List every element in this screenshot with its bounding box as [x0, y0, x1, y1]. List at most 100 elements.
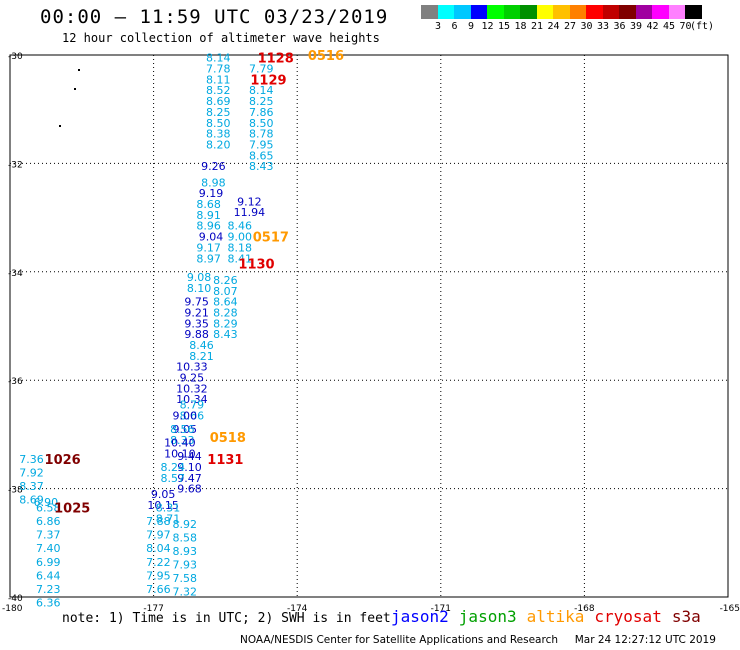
- wave-height-value: 8.91: [196, 209, 221, 222]
- legend-swatch: [437, 5, 454, 19]
- legend-label: 30: [580, 21, 593, 32]
- pass-time-labels: 1128 0516 1129 0517 1130 0518 1131 1026 1025: [45, 49, 344, 517]
- wave-height-value: 8.50: [249, 117, 274, 130]
- wave-height-value: 9.19: [199, 187, 224, 200]
- wave-height-value: 8.78: [249, 128, 274, 141]
- wave-height-value: 7.79: [249, 63, 274, 76]
- pass-time-label: 0516: [308, 49, 344, 64]
- wave-height-value: 9.00: [228, 231, 253, 244]
- wave-height-value: 9.88: [184, 328, 209, 341]
- wave-height-value: 8.92: [172, 518, 197, 531]
- wave-height-value: 8.69: [19, 493, 44, 506]
- map-grid: [10, 55, 728, 597]
- wave-height-value: 9.05: [172, 423, 197, 436]
- wave-height-value: 7.97: [146, 529, 171, 542]
- satellite-jason2: jason2: [391, 607, 449, 626]
- wave-height-value: 8.52: [206, 84, 231, 97]
- latitude-label: -40: [8, 594, 23, 604]
- satellite-altika: altika: [526, 607, 585, 626]
- legend-label: 6: [451, 21, 458, 32]
- wave-height-value: 8.38: [206, 128, 231, 141]
- latitude-label: -34: [8, 269, 23, 279]
- wave-height-value: 8.11: [206, 73, 231, 86]
- wave-height-value: 8.66: [180, 409, 205, 422]
- legend-swatch: [553, 5, 570, 19]
- legend-label: 36: [613, 21, 626, 32]
- legend-swatch: [503, 5, 520, 19]
- land-specks: [59, 69, 80, 127]
- wave-height-value: 9.10: [177, 461, 202, 474]
- wave-height-value: 8.43: [249, 160, 274, 173]
- wave-height-value: 6.99: [36, 556, 61, 569]
- pass-time-label: 1131: [207, 453, 243, 468]
- wave-height-value: 9.68: [177, 483, 202, 496]
- wave-height-value: 8.79: [180, 399, 205, 412]
- wave-height-value: 8.10: [187, 282, 212, 295]
- legend-label: 27: [563, 21, 577, 32]
- wave-height-value: 9.00: [172, 409, 197, 422]
- wave-height-value: 10.10: [164, 447, 196, 460]
- legend-label: 33: [596, 21, 610, 32]
- pass-time-label: 1128: [258, 52, 294, 67]
- wave-height-value: 10.33: [176, 361, 208, 374]
- legend-swatch: [635, 5, 652, 19]
- satellite-legend: jason2 jason3 altika cryosat s3a: [391, 607, 711, 626]
- wave-height-value: 6.36: [36, 596, 61, 609]
- wave-height-value: 8.04: [146, 542, 171, 555]
- wave-height-value: 8.14: [249, 84, 274, 97]
- wave-height-value: 8.33: [170, 434, 195, 447]
- wave-height-value: 8.50: [206, 117, 231, 130]
- wave-height-value: 9.05: [151, 488, 176, 501]
- footer-agency: NOAA/NESDIS Center for Satellite Applica…: [240, 634, 558, 646]
- wave-height-value: 9.12: [237, 195, 262, 208]
- legend-swatch: [652, 5, 669, 19]
- legend-label: 18: [514, 21, 527, 32]
- wave-height-value: 9.47: [177, 472, 202, 485]
- legend-swatch: [668, 5, 685, 19]
- wave-height-value: 8.37: [19, 480, 44, 493]
- wave-height-value: 8.58: [172, 531, 197, 544]
- wave-height-value: 7.32: [172, 586, 197, 599]
- wave-height-value: 10.32: [176, 382, 208, 395]
- wave-height-value: 8.71: [156, 512, 181, 525]
- page-title: 00:00 – 11:59 UTC 03/23/2019: [40, 6, 389, 28]
- wave-height-value: 7.92: [19, 466, 44, 479]
- footer-credit: NOAA/NESDIS Center for Satellite Applica…: [240, 634, 716, 646]
- wave-height-value: 6.58: [36, 502, 61, 515]
- legend-label: 39: [629, 21, 643, 32]
- longitude-label: -174: [287, 604, 308, 614]
- wave-height-value: 8.21: [189, 350, 214, 363]
- wave-height-value: 7.88: [146, 515, 171, 528]
- legend-swatch: [619, 5, 636, 19]
- wave-height-value: 9.17: [196, 241, 221, 254]
- wave-height-value: 8.25: [206, 106, 231, 119]
- latitude-label: -32: [8, 160, 23, 170]
- wave-height-value: 9.21: [184, 306, 209, 319]
- wave-height-value: 9.25: [180, 371, 205, 384]
- wave-height-value: 6.86: [36, 515, 61, 528]
- page-subtitle: 12 hour collection of altimeter wave hei…: [62, 31, 380, 45]
- pass-time-label: 1026: [45, 453, 81, 468]
- longitude-label: -177: [143, 604, 163, 614]
- wave-height-value: 8.57: [160, 472, 185, 485]
- legend-swatch: [520, 5, 537, 19]
- axis-labels: -30 -32 -34 -36 -38 -40-180 -177 -174 -171 -168 -1…: [2, 52, 740, 614]
- wave-height-value: 8.14: [206, 52, 231, 65]
- legend-label: 70: [679, 21, 692, 32]
- satellite-jason3: jason3: [458, 607, 517, 626]
- legend-label: 21: [530, 21, 544, 32]
- legend-label: 24: [547, 21, 560, 32]
- legend-label: 45: [662, 21, 676, 32]
- color-scale-labels: 3 6 9 12 15 18 21 24 27 30 33 36 39 42 45 70 (ft): [0, 21, 740, 33]
- wave-height-value: 7.95: [146, 569, 171, 582]
- wave-height-value: 8.20: [206, 138, 231, 151]
- legend-label: 15: [497, 21, 511, 32]
- wave-height-value: 6.44: [36, 569, 61, 582]
- map-frame: [9, 54, 729, 598]
- longitude-label: -171: [431, 604, 451, 614]
- wave-height-value: 8.24: [160, 461, 185, 474]
- wave-height-value: 7.86: [249, 106, 274, 119]
- wave-height-value: 9.75: [184, 296, 209, 309]
- pass-time-label: 0518: [210, 431, 246, 446]
